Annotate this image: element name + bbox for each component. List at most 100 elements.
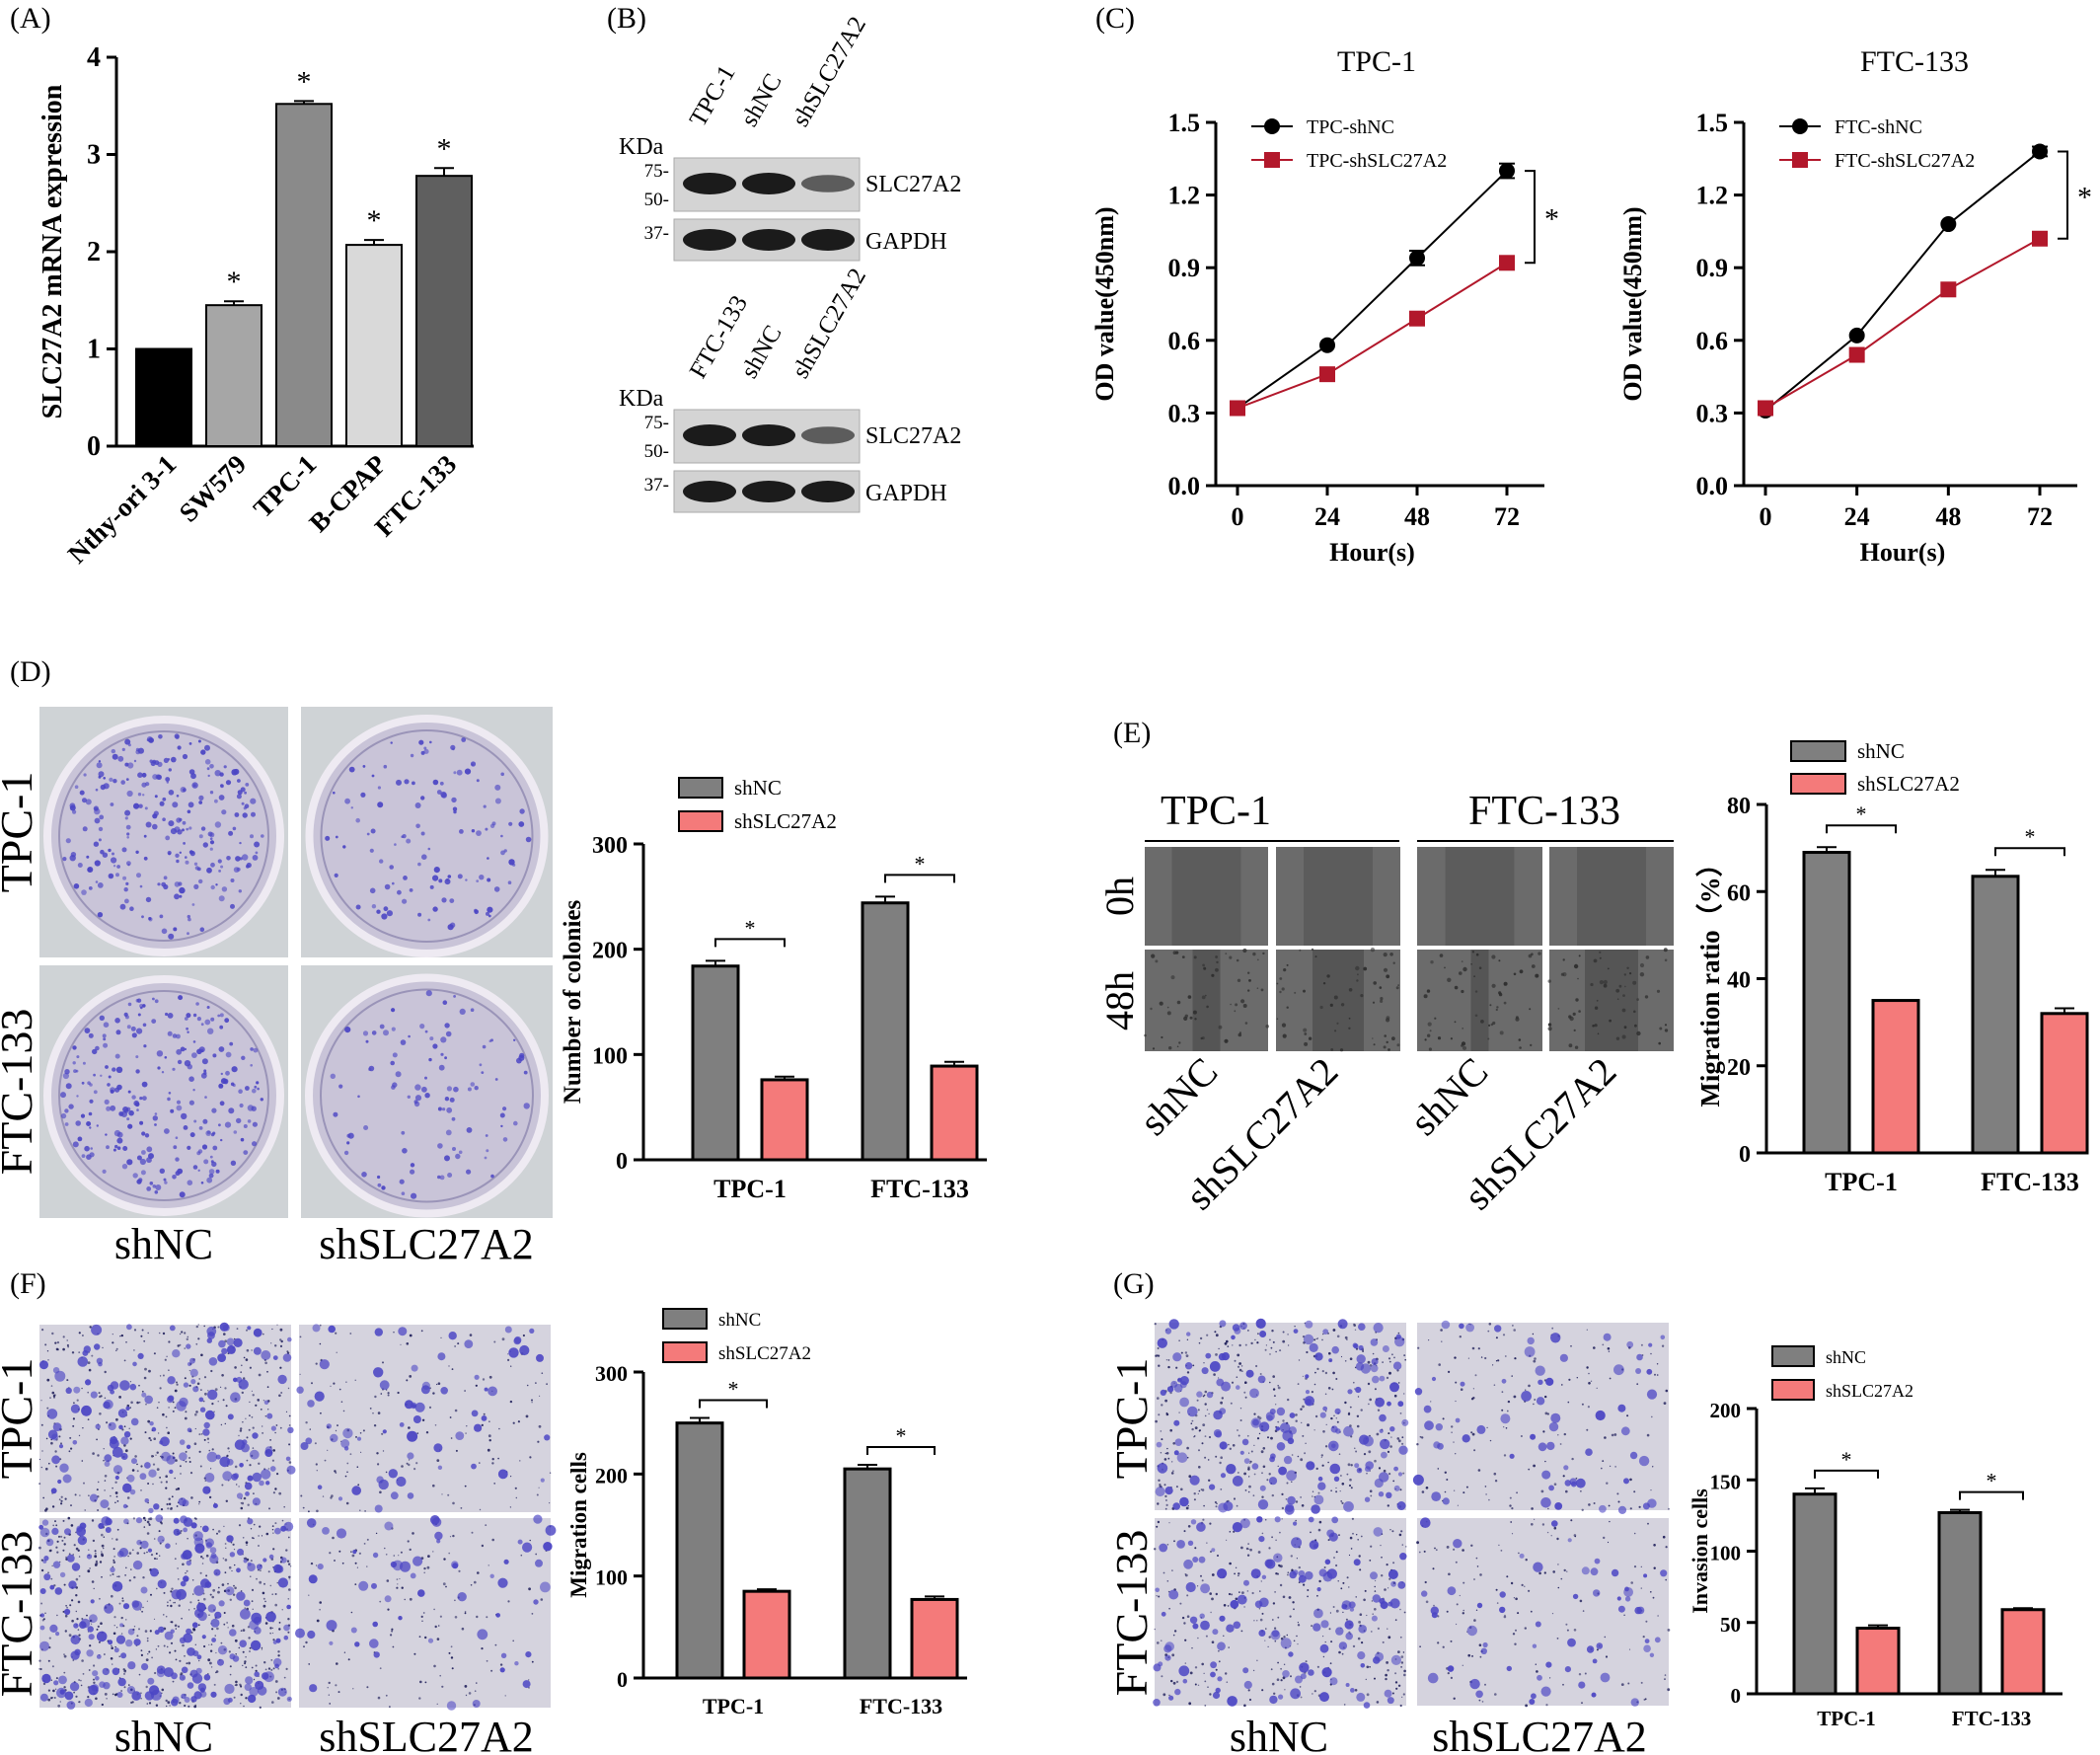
stained-cell bbox=[211, 1107, 217, 1113]
bar bbox=[135, 347, 192, 447]
stained-cell bbox=[111, 1646, 113, 1649]
stained-cell bbox=[154, 795, 158, 799]
stained-cell bbox=[147, 1653, 149, 1655]
stained-cell bbox=[1346, 1338, 1348, 1340]
stained-cell bbox=[474, 1086, 479, 1091]
stained-cell bbox=[1246, 1590, 1249, 1592]
stained-cell bbox=[1204, 1390, 1208, 1394]
stained-cell bbox=[65, 838, 71, 844]
stained-cell bbox=[1382, 1345, 1389, 1352]
stained-cell bbox=[1370, 1338, 1379, 1346]
stained-cell bbox=[410, 1572, 416, 1579]
stained-cell bbox=[41, 1619, 44, 1622]
stained-cell bbox=[1237, 978, 1241, 982]
stained-cell bbox=[420, 831, 425, 836]
stained-cell bbox=[117, 1409, 127, 1418]
stained-cell bbox=[65, 1605, 67, 1607]
stained-cell bbox=[204, 744, 210, 751]
stained-cell bbox=[163, 883, 169, 890]
stained-cell bbox=[390, 1060, 396, 1066]
stained-cell bbox=[181, 1331, 184, 1334]
stained-cell bbox=[315, 1362, 318, 1365]
stained-cell bbox=[1190, 1519, 1197, 1525]
stained-cell bbox=[1471, 1432, 1475, 1436]
stained-cell bbox=[1416, 1541, 1419, 1545]
stained-cell bbox=[1226, 1464, 1237, 1475]
stained-cell bbox=[479, 875, 485, 880]
stained-cell bbox=[413, 1468, 416, 1471]
stained-cell bbox=[1243, 1472, 1246, 1476]
stained-cell bbox=[1306, 1350, 1309, 1354]
stained-cell bbox=[452, 1534, 455, 1538]
series-line bbox=[1237, 170, 1508, 410]
stained-cell bbox=[218, 870, 222, 873]
stained-cell bbox=[179, 894, 183, 898]
stained-cell bbox=[176, 1048, 183, 1055]
stained-cell bbox=[130, 1417, 139, 1426]
stained-cell bbox=[1454, 985, 1459, 990]
stained-cell bbox=[167, 1507, 170, 1510]
stained-cell bbox=[1320, 1456, 1322, 1458]
y-tick-label: 0 bbox=[617, 1667, 628, 1692]
stained-cell bbox=[144, 1367, 147, 1371]
stained-cell bbox=[1155, 1419, 1158, 1423]
stained-cell bbox=[226, 856, 231, 861]
cell-sheet bbox=[1549, 950, 1585, 1051]
stained-cell bbox=[1215, 1353, 1218, 1356]
stained-cell bbox=[1644, 995, 1649, 999]
stained-cell bbox=[396, 1476, 407, 1488]
stained-cell bbox=[1305, 1374, 1310, 1379]
stained-cell bbox=[1186, 1332, 1191, 1336]
stained-cell bbox=[274, 1527, 281, 1535]
stained-cell bbox=[174, 1649, 177, 1652]
stained-cell bbox=[1626, 966, 1629, 969]
stained-cell bbox=[451, 797, 457, 803]
stained-cell bbox=[112, 1693, 114, 1696]
stained-cell bbox=[110, 1566, 115, 1573]
stained-cell bbox=[499, 1667, 505, 1673]
stained-cell bbox=[1286, 1634, 1289, 1637]
stained-cell bbox=[122, 1483, 132, 1493]
stained-cell bbox=[1453, 1548, 1456, 1551]
stained-cell bbox=[1157, 1641, 1160, 1644]
column-label: shSLC27A2 bbox=[319, 1220, 534, 1268]
stained-cell bbox=[1633, 1532, 1636, 1535]
stained-cell bbox=[86, 1614, 88, 1617]
stained-cell bbox=[1614, 1466, 1616, 1468]
stained-cell bbox=[1454, 1021, 1457, 1024]
stained-cell bbox=[1199, 1336, 1203, 1340]
stained-cell bbox=[1226, 1624, 1235, 1633]
stained-cell bbox=[135, 1069, 140, 1074]
stained-cell bbox=[252, 1447, 255, 1449]
stained-cell bbox=[1424, 1420, 1434, 1431]
stained-cell bbox=[60, 1499, 63, 1502]
stained-cell bbox=[116, 1146, 121, 1150]
stained-cell bbox=[1506, 1575, 1509, 1578]
cell-sheet bbox=[1549, 847, 1577, 946]
stained-cell bbox=[167, 1013, 174, 1019]
stained-cell bbox=[115, 1538, 118, 1541]
stained-cell bbox=[1202, 963, 1205, 967]
stained-cell bbox=[171, 1495, 174, 1498]
stained-cell bbox=[1503, 1426, 1505, 1428]
stained-cell bbox=[178, 995, 184, 1001]
stained-cell bbox=[104, 1489, 106, 1491]
stained-cell bbox=[1534, 1518, 1536, 1520]
stained-cell bbox=[1156, 1441, 1162, 1448]
stained-cell bbox=[161, 1451, 171, 1462]
stained-cell bbox=[1270, 1436, 1273, 1440]
stained-cell bbox=[266, 1412, 273, 1419]
stained-cell bbox=[319, 1324, 322, 1327]
stained-cell bbox=[1538, 952, 1541, 955]
stained-cell bbox=[75, 1594, 78, 1597]
stained-cell bbox=[258, 1373, 262, 1377]
stained-cell bbox=[159, 1375, 162, 1377]
stained-cell bbox=[267, 1570, 270, 1573]
stained-cell bbox=[160, 1436, 170, 1447]
stained-cell bbox=[1540, 1686, 1551, 1697]
stained-cell bbox=[533, 1599, 539, 1605]
stained-cell bbox=[1437, 1615, 1440, 1618]
stained-cell bbox=[1306, 1461, 1315, 1471]
stained-cell bbox=[207, 1441, 209, 1444]
